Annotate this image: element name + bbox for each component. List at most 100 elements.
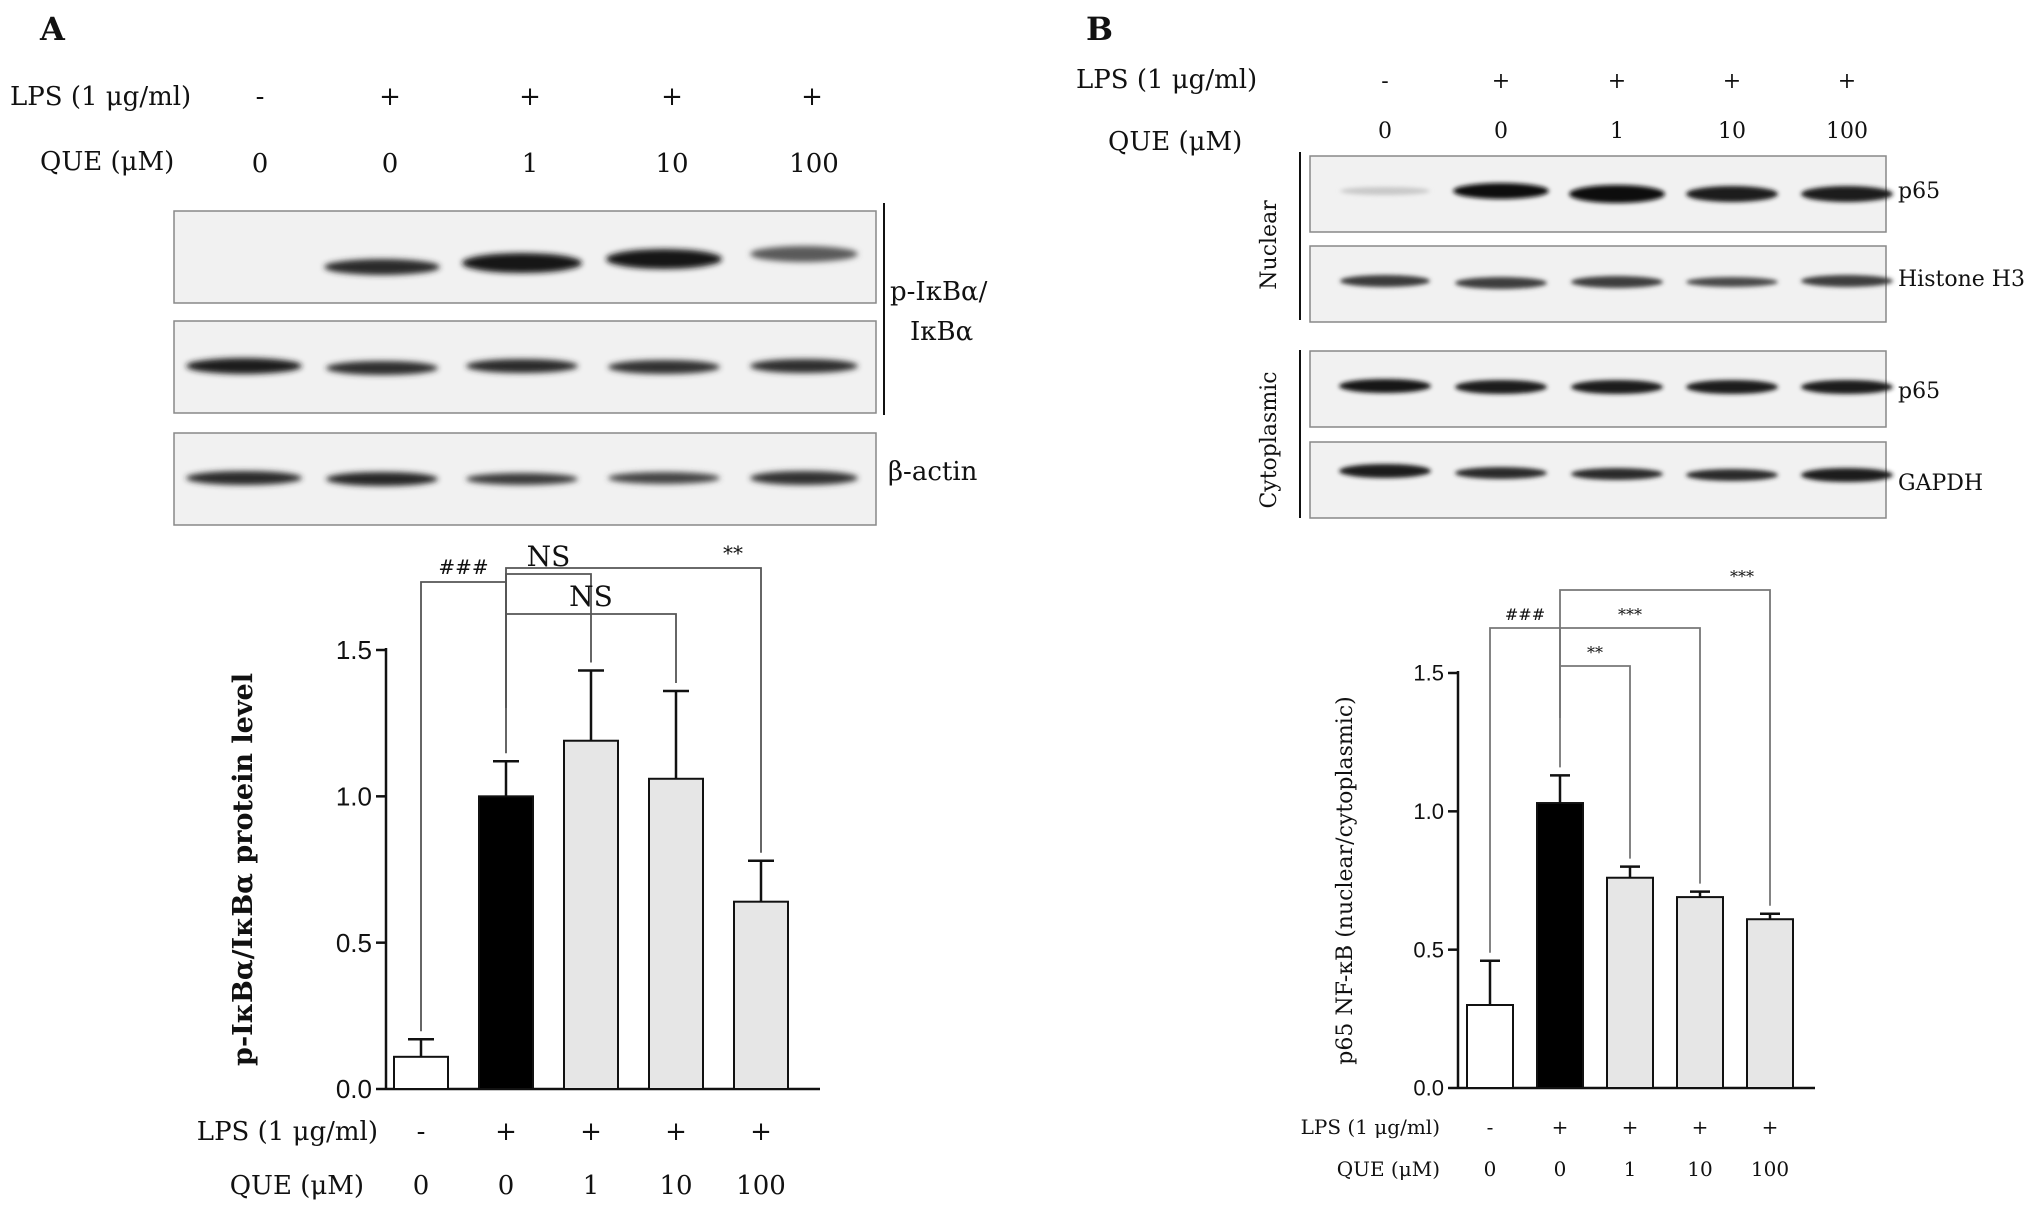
- x-tick-label-que: 10: [659, 1171, 692, 1201]
- blot-band: [750, 246, 858, 262]
- x-tick-label-lps: -: [417, 1117, 426, 1147]
- band-label-p65-nuclear: p65: [1898, 179, 1940, 204]
- significance-label: **: [1587, 643, 1603, 662]
- blot-band: [1455, 277, 1547, 289]
- panel-b-que-label: QUE (μM): [1108, 127, 1242, 157]
- significance-label: ###: [1505, 605, 1545, 624]
- bar: [393, 1055, 449, 1090]
- blot-lane-value: -: [256, 82, 265, 112]
- histone-bands: [1340, 275, 1893, 289]
- x-tick-label-lps: +: [750, 1117, 772, 1147]
- x-tick-label-que: 100: [736, 1171, 786, 1201]
- blot-band: [1801, 468, 1893, 482]
- significance-label: **: [723, 541, 743, 565]
- x-tick-label-que: 100: [1751, 1157, 1789, 1181]
- blot-lane-value: +: [1492, 69, 1510, 94]
- panel-b-lps-label: LPS (1 μg/ml): [1076, 65, 1257, 95]
- blot-lane-value: +: [1838, 69, 1856, 94]
- blot-band: [186, 471, 302, 485]
- y-tick-label: 1.0: [1413, 799, 1444, 824]
- x-tick-label-que: 0: [413, 1171, 430, 1201]
- blot-lane-value: +: [1608, 69, 1626, 94]
- y-axis-label: p65 NF-κB (nuclear/cytoplasmic): [1333, 696, 1358, 1064]
- blot-band: [466, 473, 578, 485]
- ikb-bands: [186, 358, 858, 375]
- x-tick-label-lps: -: [1487, 1115, 1494, 1139]
- blot-lane-value: +: [379, 82, 401, 112]
- significance-label: ###: [438, 555, 488, 579]
- blot-band: [1571, 468, 1663, 480]
- blot-band: [606, 249, 722, 269]
- significance-label: ***: [1618, 605, 1642, 624]
- significance-bracket: [1559, 589, 1771, 906]
- bar: [1676, 896, 1724, 1089]
- blot-lane-value: 0: [252, 149, 269, 179]
- p65-cytoplasmic-bands: [1339, 379, 1893, 394]
- blot-lane-value: 0: [1494, 119, 1508, 144]
- bar: [648, 777, 704, 1090]
- blot-band: [1801, 380, 1893, 394]
- blot-band: [1455, 467, 1547, 479]
- blot-lane-value: 100: [789, 149, 839, 179]
- panel-b-label: B: [1086, 10, 1113, 48]
- y-tick-label: 1.0: [336, 781, 372, 811]
- blot-band: [750, 471, 858, 485]
- band-label-ikb: IκBα: [910, 317, 973, 347]
- blot-band: [1569, 185, 1665, 203]
- blot-lane-value: 1: [1610, 119, 1624, 144]
- gapdh-bands: [1339, 464, 1893, 482]
- x-tick-label-que: 10: [1687, 1157, 1712, 1181]
- blot-band: [1339, 379, 1431, 393]
- x-tick-label-que: 0: [498, 1171, 515, 1201]
- x-row-label-que: QUE (μM): [230, 1171, 364, 1201]
- band-label-pikb: p-IκBα/: [890, 277, 988, 307]
- x-tick-label-lps: +: [665, 1117, 687, 1147]
- x-row-label-que: QUE (μM): [1337, 1157, 1440, 1181]
- x-tick-label-que: 0: [1484, 1157, 1497, 1181]
- blot-lane-value: 0: [1378, 119, 1392, 144]
- bar: [1536, 802, 1584, 1089]
- panel-a-label: A: [39, 10, 66, 48]
- panel-b-lps-row: - + + + +: [1381, 69, 1856, 94]
- panel-a-que-row: 0 0 1 10 100: [252, 149, 839, 179]
- blot-band: [324, 259, 440, 275]
- bar: [1746, 918, 1794, 1089]
- blot-lane-value: +: [801, 82, 823, 112]
- blot-band: [1686, 277, 1778, 287]
- bar: [1466, 1004, 1514, 1089]
- blot-band: [1801, 186, 1893, 202]
- x-row-label-lps: LPS (1 μg/ml): [197, 1117, 378, 1147]
- blot-band: [326, 472, 438, 486]
- band-label-histone: Histone H3: [1898, 267, 2025, 292]
- blot-lane-value: 10: [655, 149, 688, 179]
- blot-lane-value: +: [519, 82, 541, 112]
- blot-band: [1686, 186, 1778, 202]
- x-tick-label-que: 1: [583, 1171, 600, 1201]
- blot-band: [608, 360, 720, 374]
- blot-band: [1455, 380, 1547, 394]
- blot-band: [1340, 187, 1430, 195]
- blot-lane-value: +: [1723, 69, 1741, 94]
- x-tick-label-lps: +: [495, 1117, 517, 1147]
- blot-band: [1339, 464, 1431, 478]
- blot-lane-value: 0: [382, 149, 399, 179]
- y-tick-label: 0.0: [1413, 1076, 1444, 1101]
- x-row-label-lps: LPS (1 μg/ml): [1301, 1115, 1440, 1139]
- x-tick-label-que: 1: [1624, 1157, 1637, 1181]
- bar: [733, 900, 789, 1091]
- blot-lane-value: -: [1381, 69, 1388, 94]
- p65-nuclear-bands: [1340, 183, 1893, 203]
- x-tick-label-que: 0: [1554, 1157, 1567, 1181]
- panel-a-que-label: QUE (μM): [40, 147, 174, 177]
- panel-a-lps-row: - + + + +: [256, 82, 823, 112]
- fraction-label-nuclear: Nuclear: [1257, 200, 1282, 290]
- x-tick-label-lps: +: [1692, 1115, 1709, 1139]
- blot-band: [462, 253, 582, 273]
- blot-lane-value: 10: [1718, 119, 1746, 144]
- blot-band: [326, 361, 438, 375]
- blot-band: [1340, 275, 1430, 287]
- blot-lane-value: +: [661, 82, 683, 112]
- y-axis-label: p-IκBα/IκBα protein level: [228, 673, 259, 1066]
- y-tick-label: 0.5: [336, 928, 372, 958]
